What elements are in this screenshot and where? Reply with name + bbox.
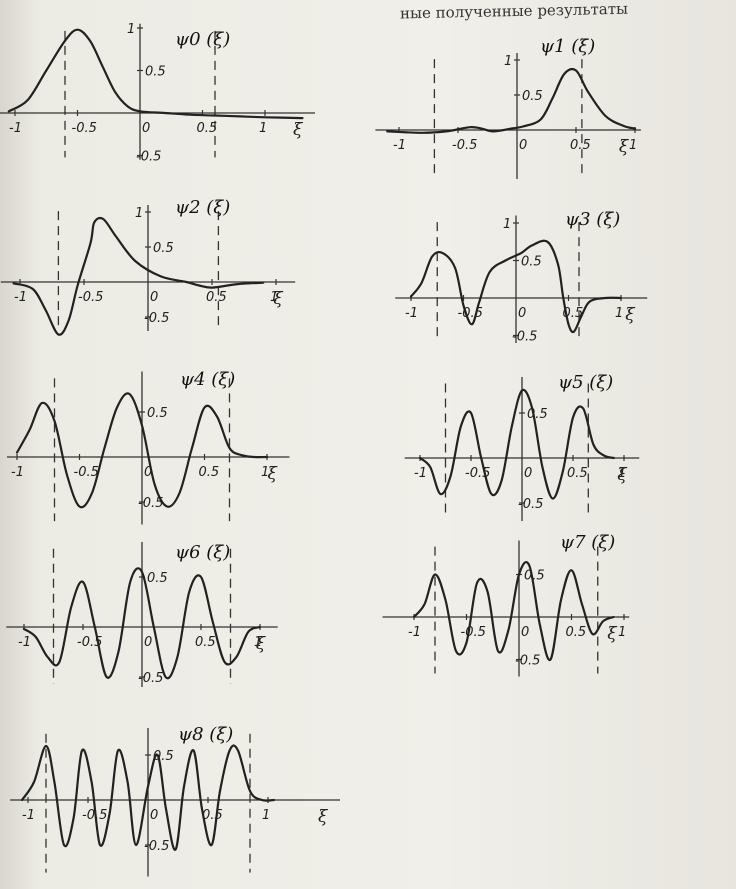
y-tick-label: -0.5	[144, 839, 169, 854]
x-tick-label: 0	[519, 138, 527, 153]
x-axis-label: ξ	[268, 464, 279, 484]
panel-title: ψ6 (ξ)	[175, 542, 230, 563]
x-tick-label: -1	[11, 465, 24, 480]
x-tick-label: 0	[150, 290, 158, 305]
x-tick-label: 0.5	[570, 138, 591, 153]
x-tick-label: -0.5	[461, 625, 486, 640]
y-tick-label: 0.5	[522, 89, 543, 104]
x-tick-label: 0.5	[206, 290, 227, 305]
y-tick-label: 0.5	[145, 65, 166, 80]
y-tick-label: -0.5	[138, 496, 163, 511]
x-tick-label: 1	[629, 138, 637, 153]
psi-5-curve	[418, 388, 615, 500]
x-tick-label: 0.5	[567, 466, 588, 481]
x-axis-label: ξ	[607, 624, 618, 644]
x-tick-label: -0.5	[78, 290, 103, 305]
panel-psi-2: -1 -0.5 0 0.5 1 1 0.5 -0.5 ξ ψ2 (ξ)	[0, 197, 296, 336]
psi-1-curve	[386, 67, 637, 134]
panel-title: ψ4 (ξ)	[180, 369, 235, 390]
psi-7-curve	[412, 561, 615, 662]
panel-title: ψ8 (ξ)	[178, 724, 233, 745]
psi-3-curve	[409, 239, 623, 334]
x-tick-label: -1	[22, 808, 35, 823]
x-tick-label: 0.5	[195, 635, 216, 650]
x-axis-label: ξ	[617, 465, 628, 485]
x-tick-label: 1	[270, 290, 278, 305]
y-tick-label: 1	[504, 54, 512, 69]
x-tick-label: 1	[615, 306, 623, 321]
x-axis-label: ξ	[293, 120, 304, 140]
x-tick-label: 1	[618, 466, 626, 481]
x-tick-label: 0	[150, 808, 158, 823]
x-tick-label: -0.5	[452, 138, 477, 153]
x-tick-label: -1	[414, 466, 427, 481]
x-tick-label: 0	[518, 306, 526, 321]
x-tick-label: -1	[18, 635, 31, 650]
panel-psi-6: -1 -0.5 0 0.5 1 0.5 -0.5 ξ ψ6 (ξ)	[6, 542, 278, 687]
panel-title: ψ5 (ξ)	[558, 372, 613, 393]
x-tick-label: -0.5	[77, 635, 102, 650]
psi-2-curve	[12, 216, 265, 336]
x-tick-label: 0.5	[197, 121, 218, 136]
x-tick-label: -1	[14, 290, 27, 305]
panel-title: ψ0 (ξ)	[175, 29, 230, 50]
x-tick-label: 0	[142, 121, 150, 136]
panel-title: ψ3 (ξ)	[565, 209, 620, 230]
y-tick-label: 0.5	[153, 241, 174, 256]
panel-psi-1: -1 -0.5 0 0.5 1 1 0.5 ξ ψ1 (ξ)	[375, 36, 641, 179]
x-tick-label: 1	[261, 465, 269, 480]
x-tick-label: 0	[524, 466, 532, 481]
y-tick-label: -0.5	[136, 150, 161, 165]
psi-4-curve	[15, 392, 269, 509]
x-tick-label: -0.5	[74, 465, 99, 480]
x-axis-label: ξ	[318, 807, 329, 827]
x-axis-label: ξ	[625, 305, 636, 325]
panel-psi-7: -1 -0.5 0 0.5 1 0.5 -0.5 ξ ψ7 (ξ)	[382, 532, 630, 677]
psi-8-curve	[20, 744, 276, 851]
panel-title: ψ1 (ξ)	[540, 36, 595, 57]
x-tick-label: -1	[405, 306, 418, 321]
y-tick-label: 0.5	[147, 571, 168, 586]
x-tick-label: -0.5	[72, 121, 97, 136]
x-axis-label: ξ	[273, 289, 284, 309]
y-tick-label: 1	[127, 22, 135, 37]
x-tick-label: 0	[144, 635, 152, 650]
y-tick-label: 0.5	[147, 406, 168, 421]
x-tick-label: 1	[259, 121, 267, 136]
y-tick-label: -0.5	[144, 311, 169, 326]
x-tick-label: 1	[262, 808, 270, 823]
panel-psi-0: -1 -0.5 0 0.5 1 1 0.5 -0.5 ξ ψ0 (ξ)	[0, 22, 315, 165]
x-tick-label: -1	[393, 138, 406, 153]
x-tick-label: 0	[521, 625, 529, 640]
panel-title: ψ2 (ξ)	[175, 197, 230, 218]
x-tick-label: -1	[408, 625, 421, 640]
y-tick-label: 1	[503, 217, 511, 232]
x-tick-label: 0	[144, 465, 152, 480]
x-tick-label: -1	[9, 121, 22, 136]
panel-psi-4: -1 -0.5 0 0.5 1 0.5 -0.5 ξ ψ4 (ξ)	[7, 369, 290, 525]
psi-6-curve	[22, 567, 262, 680]
panel-title: ψ7 (ξ)	[560, 532, 615, 553]
x-tick-label: -0.5	[458, 306, 483, 321]
y-tick-label: 0.5	[524, 569, 545, 584]
x-tick-label: 0.5	[199, 465, 220, 480]
x-tick-label: 1	[254, 635, 262, 650]
y-tick-label: 1	[135, 206, 143, 221]
x-axis-label: ξ	[619, 137, 630, 157]
y-tick-label: 0.5	[527, 407, 548, 422]
x-tick-label: 0.5	[566, 625, 587, 640]
psi-0-curve	[7, 28, 304, 120]
y-tick-label: -0.5	[512, 330, 537, 345]
x-axis-label: ξ	[256, 634, 267, 654]
y-tick-label: -0.5	[138, 671, 163, 686]
y-tick-label: -0.5	[518, 497, 543, 512]
y-tick-label: -0.5	[515, 654, 540, 669]
y-tick-label: 0.5	[521, 255, 542, 270]
x-tick-label: 1	[618, 625, 626, 640]
